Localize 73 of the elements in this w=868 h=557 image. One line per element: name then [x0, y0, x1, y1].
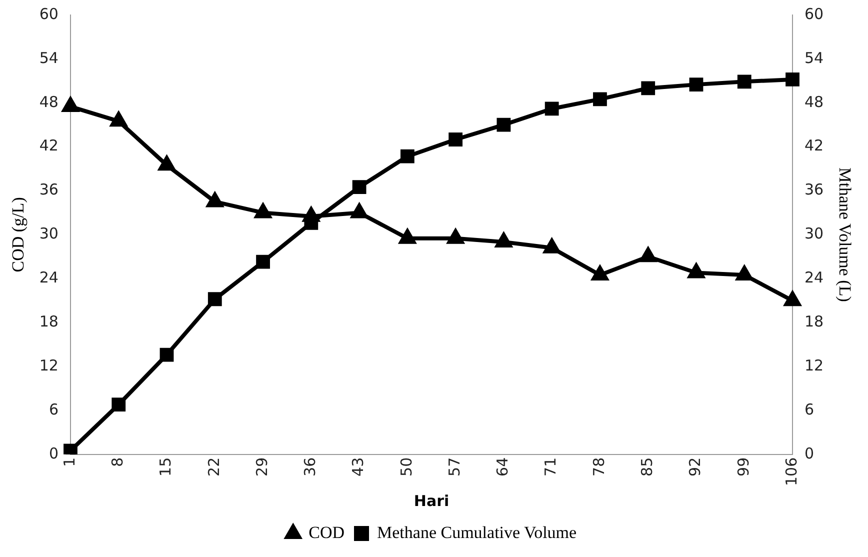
- point: [448, 229, 464, 244]
- y-tick-label: 36: [39, 180, 58, 199]
- x-tick-label: 15: [156, 457, 175, 476]
- y-tick-label: 0: [48, 444, 58, 462]
- y2-tick-label: 54: [804, 48, 824, 67]
- y2-tick-label: 24: [804, 268, 824, 287]
- y2-tick-label: 42: [804, 136, 824, 155]
- x-tick-label: 64: [494, 457, 512, 476]
- x-tick-label: 50: [397, 457, 416, 476]
- x-tick-label: 71: [542, 457, 560, 476]
- y2-tick-label: 18: [804, 312, 824, 330]
- point: [641, 81, 656, 96]
- y-tick-label: 30: [39, 224, 58, 243]
- point: [640, 248, 656, 262]
- y2-tick-label: 6: [804, 400, 814, 418]
- y2-tick-label: 0: [804, 444, 814, 462]
- x-tick-label: 29: [252, 457, 271, 476]
- x-tick-label: 43: [349, 457, 368, 476]
- x-tick-label: 85: [638, 457, 656, 476]
- point: [351, 204, 368, 218]
- point: [206, 192, 223, 208]
- y2-tick-label: 30: [804, 224, 824, 243]
- legend-label: Methane Cumulative Volume: [377, 522, 577, 542]
- point: [160, 348, 174, 362]
- point: [593, 92, 607, 106]
- point: [784, 292, 801, 306]
- point: [110, 112, 127, 127]
- point: [62, 98, 79, 112]
- point: [448, 132, 463, 146]
- y2-tick-label: 60: [804, 4, 824, 23]
- y-tick-label: 6: [48, 400, 58, 418]
- point: [688, 264, 704, 278]
- point: [737, 74, 752, 89]
- point: [496, 233, 512, 248]
- x-tick-label: 92: [686, 457, 704, 476]
- point: [544, 238, 560, 254]
- x-tick-label: 99: [734, 457, 752, 476]
- y2-tick-label: 12: [804, 356, 824, 374]
- x-tick-label: 22: [204, 457, 223, 476]
- point: [592, 266, 608, 280]
- point: [689, 78, 704, 92]
- y2-tick-label: 48: [804, 92, 824, 111]
- point: [158, 156, 175, 171]
- point: [352, 180, 366, 194]
- point: [496, 118, 511, 132]
- point: [254, 204, 272, 218]
- point: [399, 229, 416, 244]
- y-tick-label: 48: [39, 92, 58, 111]
- point: [208, 292, 222, 306]
- legend-label: COD: [308, 522, 345, 542]
- x-tick-label: 1: [60, 457, 78, 467]
- point: [736, 266, 752, 280]
- point: [256, 254, 270, 269]
- y-tick-label: 12: [39, 356, 58, 374]
- y2-tick-label: 36: [804, 180, 824, 199]
- y-tick-label: 42: [39, 136, 58, 155]
- y-tick-label: 18: [39, 312, 58, 330]
- y-axis-title: COD (g/L): [8, 197, 28, 272]
- point: [544, 102, 559, 116]
- y-tick-label: 54: [39, 48, 58, 67]
- point: [112, 398, 126, 412]
- point: [786, 72, 800, 86]
- point: [303, 207, 320, 222]
- x-tick-label: 57: [445, 457, 464, 476]
- x-tick-label: 78: [590, 457, 608, 476]
- y-tick-label: 24: [39, 268, 58, 287]
- x-tick-label: 8: [108, 457, 127, 467]
- x-tick-label: 36: [301, 457, 320, 476]
- point: [400, 149, 414, 164]
- y2-axis-title: Mthane Volume (L): [835, 167, 854, 302]
- x-axis-title: Hari: [414, 492, 450, 510]
- y-tick-label: 60: [39, 4, 58, 23]
- x-tick-label: 106: [782, 457, 800, 486]
